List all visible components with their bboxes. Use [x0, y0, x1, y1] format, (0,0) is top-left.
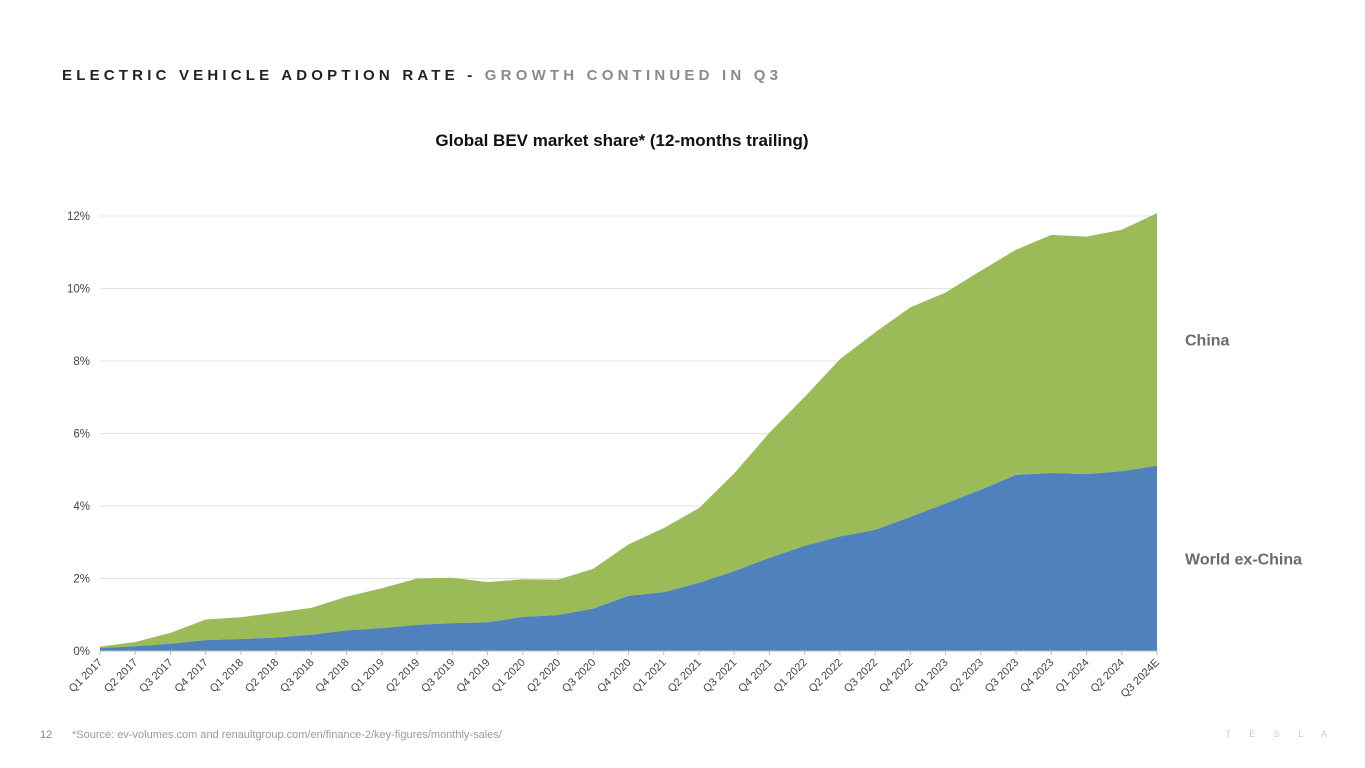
slide-title-main: ELECTRIC VEHICLE ADOPTION RATE [62, 67, 459, 84]
slide-title-sub: GROWTH CONTINUED IN Q3 [484, 67, 783, 84]
x-tick-label: Q2 2022 [807, 657, 845, 695]
y-tick-label: 10% [67, 284, 90, 296]
x-tick-label: Q3 2022 [842, 657, 880, 695]
x-tick-label: Q3 2024E [1119, 657, 1163, 701]
page-number: 12 [40, 729, 53, 741]
x-tick-label: Q1 2024 [1053, 657, 1091, 695]
x-tick-label: Q3 2017 [137, 657, 175, 695]
x-tick-label: Q1 2019 [349, 657, 387, 695]
x-tick-label: Q4 2018 [313, 657, 351, 695]
x-tick-label: Q4 2023 [1018, 657, 1056, 695]
y-tick-label: 2% [73, 574, 90, 586]
x-tick-label: Q1 2017 [67, 657, 105, 695]
y-tick-label: 6% [73, 429, 90, 441]
x-tick-label: Q3 2019 [419, 657, 457, 695]
x-tick-label: Q1 2021 [631, 657, 669, 695]
x-tick-label: Q3 2021 [701, 657, 739, 695]
x-tick-label: Q2 2019 [384, 657, 422, 695]
china-area [100, 213, 1157, 649]
x-tick-label: Q3 2023 [983, 657, 1021, 695]
series-label-china: China [1185, 332, 1230, 349]
x-tick-label: Q1 2022 [771, 657, 809, 695]
x-tick-label: Q4 2017 [172, 657, 210, 695]
x-tick-label: Q1 2023 [912, 657, 950, 695]
source-note: *Source: ev-volumes.com and renaultgroup… [72, 729, 502, 741]
x-tick-label: Q4 2019 [454, 657, 492, 695]
x-tick-label: Q4 2021 [736, 657, 774, 695]
x-tick-label: Q4 2020 [595, 657, 633, 695]
x-tick-label: Q2 2018 [243, 657, 281, 695]
y-tick-label: 8% [73, 356, 90, 368]
x-tick-label: Q2 2021 [666, 657, 704, 695]
y-tick-label: 4% [73, 501, 90, 513]
y-tick-label: 0% [73, 646, 90, 658]
slide-title-separator: - [467, 67, 477, 84]
y-tick-label: 12% [67, 211, 90, 223]
x-tick-label: Q1 2020 [490, 657, 528, 695]
x-tick-label: Q4 2022 [877, 657, 915, 695]
slide-title: ELECTRIC VEHICLE ADOPTION RATE - GROWTH … [62, 67, 782, 84]
brand-logo: T E S L A [1225, 729, 1335, 739]
chart-title: Global BEV market share* (12-months trai… [435, 131, 809, 150]
series-label-world-ex-china: World ex-China [1185, 551, 1302, 568]
x-tick-label: Q3 2020 [560, 657, 598, 695]
x-tick-label: Q1 2018 [208, 657, 246, 695]
x-tick-label: Q2 2023 [948, 657, 986, 695]
x-tick-label: Q2 2017 [102, 657, 140, 695]
x-tick-label: Q2 2020 [525, 657, 563, 695]
world-ex-china-area [100, 465, 1157, 651]
x-tick-label: Q3 2018 [278, 657, 316, 695]
